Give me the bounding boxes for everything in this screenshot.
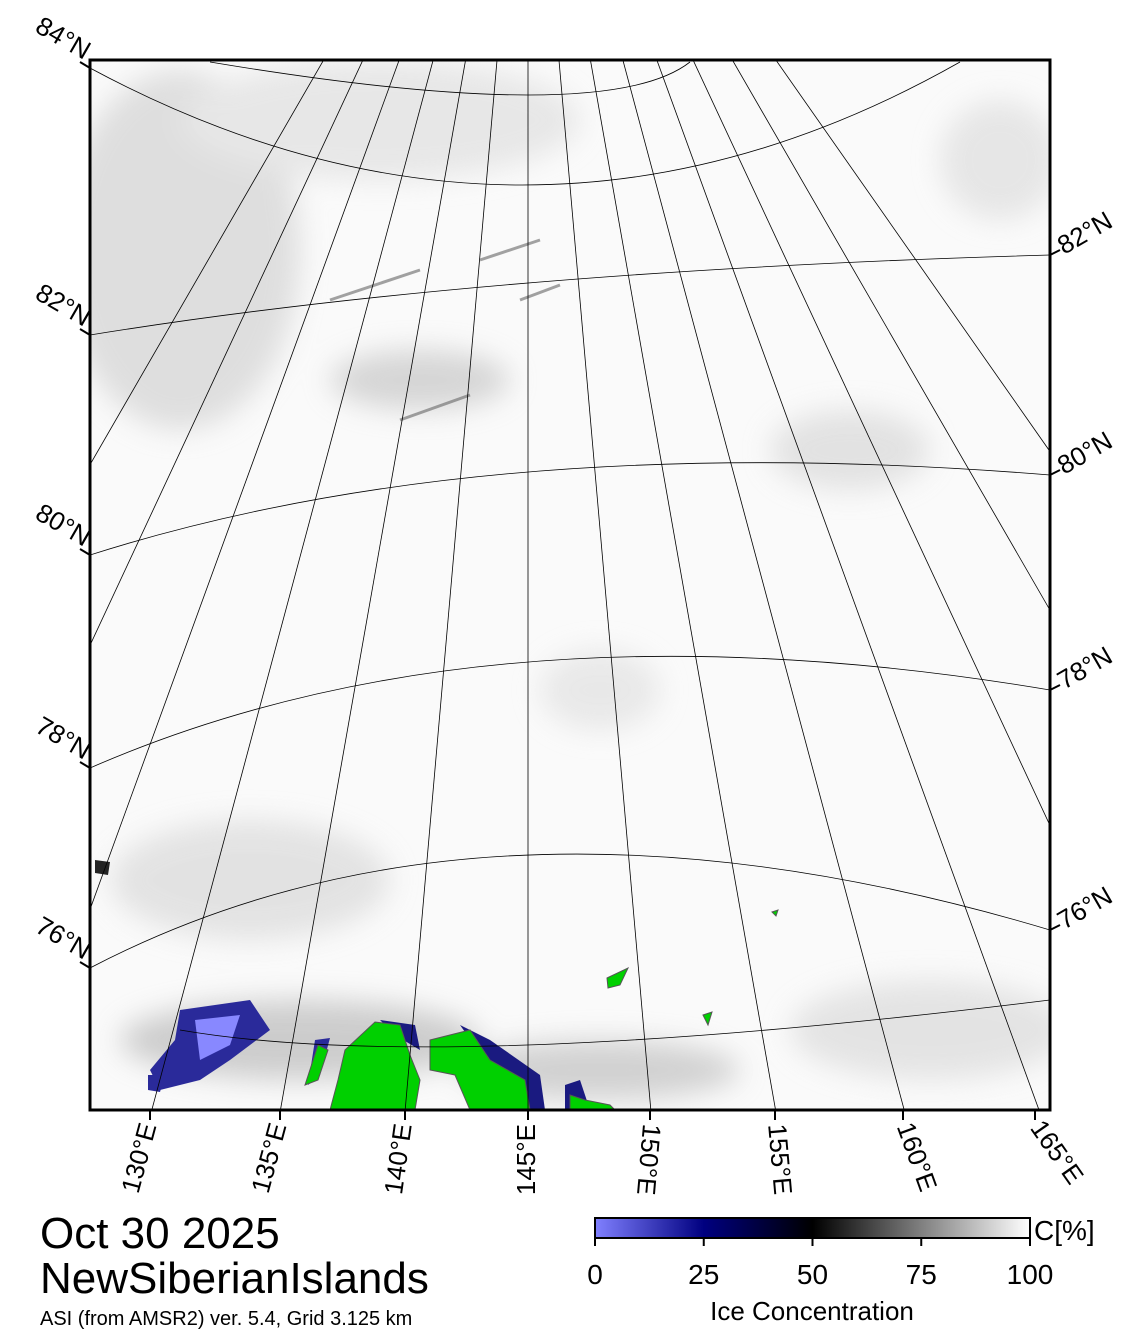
colorbar-label: Ice Concentration xyxy=(710,1296,914,1326)
lat-label: 78°N xyxy=(1052,640,1117,695)
lon-label: 155°E xyxy=(762,1123,798,1196)
tick xyxy=(79,61,91,69)
colorbar-unit: C[%] xyxy=(1034,1215,1095,1246)
meridian xyxy=(90,60,325,466)
meridian xyxy=(404,60,498,1110)
region: NewSiberianIslands xyxy=(40,1254,429,1303)
tick xyxy=(1049,249,1061,256)
meridian xyxy=(280,60,466,1110)
colorbar-tick-label: 50 xyxy=(797,1259,828,1290)
lon-label: 130°E xyxy=(115,1120,162,1196)
meridian xyxy=(731,60,1050,611)
lat-label: 78°N xyxy=(31,710,96,765)
colorbar-tick-label: 100 xyxy=(1007,1259,1054,1290)
source: ASI (from AMSR2) ver. 5.4, Grid 3.125 km xyxy=(40,1308,412,1330)
lat-label: 84°N xyxy=(31,10,96,65)
colorbar-tick-label: 0 xyxy=(587,1259,603,1290)
tick xyxy=(79,328,91,336)
lon-label: 140°E xyxy=(378,1122,418,1197)
meridian xyxy=(151,60,434,1110)
tick xyxy=(79,548,91,556)
date: Oct 30 2025 xyxy=(40,1209,280,1258)
tick xyxy=(1049,924,1061,931)
meridian xyxy=(622,60,905,1110)
tick xyxy=(1049,684,1061,691)
graticule xyxy=(90,60,1050,1110)
meridian xyxy=(590,60,776,1110)
tick xyxy=(1049,469,1061,476)
map-frame xyxy=(88,58,1052,1112)
lon-label: 160°E xyxy=(891,1118,944,1195)
tick xyxy=(79,761,91,769)
lon-label: 165°E xyxy=(1024,1114,1089,1189)
colorbar-tick-label: 75 xyxy=(906,1259,937,1290)
colorbar xyxy=(594,1217,1031,1239)
lat-label: 82°N xyxy=(1052,205,1117,260)
lat-label: 76°N xyxy=(31,910,96,965)
meridian xyxy=(90,60,400,911)
ice-leads xyxy=(329,238,561,422)
meridian xyxy=(692,60,1050,827)
tick xyxy=(79,961,91,969)
meridian xyxy=(90,60,364,647)
lat-label: 76°N xyxy=(1052,880,1117,935)
colorbar-tick-label: 25 xyxy=(688,1259,719,1290)
land xyxy=(304,909,779,1110)
map-area xyxy=(90,60,1050,1110)
meridian xyxy=(558,60,652,1110)
lon-label: 145°E xyxy=(511,1124,541,1195)
meridian xyxy=(775,60,1050,453)
lon-label: 135°E xyxy=(245,1120,292,1196)
meridian xyxy=(656,60,1040,1110)
lat-label: 80°N xyxy=(1052,425,1117,480)
lon-label: 150°E xyxy=(631,1123,667,1196)
lat-label: 82°N xyxy=(31,277,96,332)
lat-label: 80°N xyxy=(31,497,96,552)
